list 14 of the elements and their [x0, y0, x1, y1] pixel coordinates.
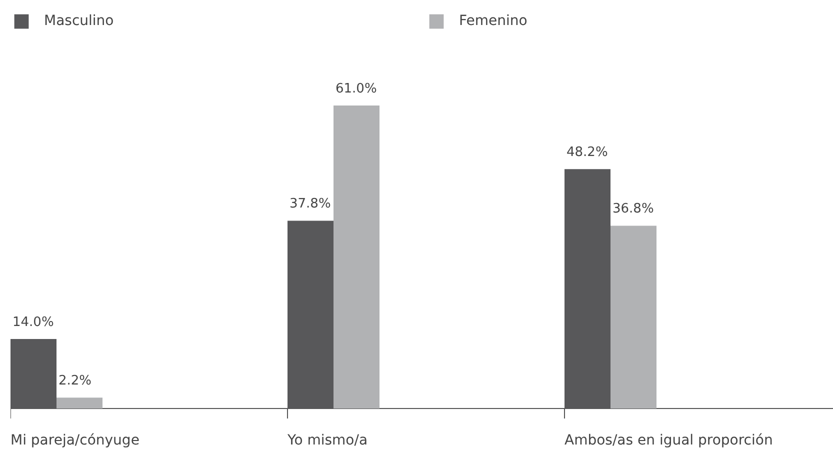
data-label: 37.8%: [290, 196, 331, 212]
data-label: 61.0%: [336, 82, 377, 96]
data-label: 48.2%: [566, 145, 608, 160]
data-label: 14.0%: [12, 314, 54, 330]
legend-label: Femenino: [459, 13, 528, 29]
legend-label: Masculino: [44, 13, 115, 29]
bar: [610, 226, 656, 408]
x-tick-label: Ambos/as en igual proporción: [564, 432, 773, 448]
data-label: 36.8%: [612, 202, 654, 217]
bar: [56, 398, 102, 408]
bar: [334, 106, 380, 408]
x-tick-label: Yo mismo/a: [286, 432, 368, 448]
x-tick-label: Mi pareja/cónyuge: [10, 432, 140, 448]
data-label: 2.2%: [58, 374, 92, 389]
